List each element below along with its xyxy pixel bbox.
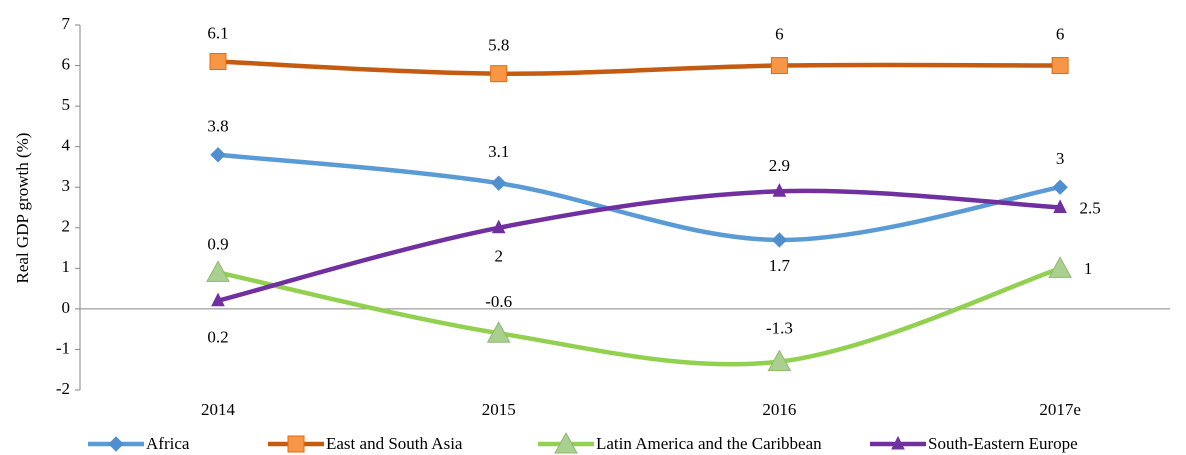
legend-label: East and South Asia (326, 434, 463, 453)
y-tick-label: 2 (62, 217, 71, 236)
data-label: 3 (1056, 149, 1065, 168)
y-tick-label: 3 (62, 176, 71, 195)
legend-label: South-Eastern Europe (928, 434, 1078, 453)
x-tick-label: 2015 (482, 400, 516, 419)
data-label: 1 (1084, 259, 1093, 278)
data-point (771, 232, 788, 248)
data-point (210, 147, 226, 163)
series-line (215, 59, 1063, 76)
legend-label: Latin America and the Caribbean (596, 434, 822, 453)
data-label: 2.9 (769, 156, 790, 175)
data-point (486, 321, 511, 343)
series-line (215, 152, 1063, 243)
y-tick-label: 5 (62, 95, 71, 114)
y-tick-label: -2 (56, 379, 70, 398)
legend-label: Africa (146, 434, 190, 453)
data-point (1053, 199, 1067, 213)
series-line (215, 266, 1063, 367)
data-point (490, 175, 507, 191)
legend-marker (287, 435, 305, 453)
data-point (772, 183, 787, 197)
legend-marker (554, 431, 578, 454)
y-tick-label: -1 (56, 338, 70, 357)
y-tick-label: 1 (62, 257, 71, 276)
y-tick-label: 6 (62, 54, 71, 73)
data-label: 5.8 (488, 36, 509, 55)
data-point (211, 292, 225, 307)
data-point (770, 57, 788, 75)
data-label: 3.8 (207, 117, 228, 136)
legend-marker (891, 435, 905, 450)
data-point (1048, 256, 1072, 278)
data-label: 2.5 (1079, 198, 1100, 217)
data-label: 6 (775, 24, 784, 43)
x-tick-label: 2016 (762, 400, 796, 419)
data-label: -0.6 (485, 292, 512, 311)
data-label: -1.3 (766, 319, 793, 338)
data-label: 1.7 (769, 256, 791, 275)
data-label: 0.9 (207, 234, 228, 253)
y-tick-label: 0 (62, 298, 71, 317)
y-tick-label: 7 (62, 14, 71, 33)
x-tick-label: 2014 (201, 400, 236, 419)
y-tick-label: 4 (62, 136, 71, 155)
data-point (209, 53, 227, 70)
y-axis-label: Real GDP growth (%) (13, 133, 32, 284)
data-point (490, 65, 508, 83)
series-line (215, 188, 1063, 304)
data-label: 3.1 (488, 142, 509, 161)
data-point (1052, 179, 1068, 195)
data-point (1051, 57, 1069, 75)
data-point (491, 219, 506, 234)
data-label: 6 (1056, 24, 1065, 43)
data-point (767, 349, 792, 372)
legend-marker (108, 436, 124, 452)
data-label: 2 (494, 247, 503, 266)
data-label: 0.2 (207, 328, 228, 347)
data-label: 6.1 (207, 23, 228, 42)
x-tick-label: 2017e (1039, 400, 1081, 419)
data-point (206, 260, 230, 282)
